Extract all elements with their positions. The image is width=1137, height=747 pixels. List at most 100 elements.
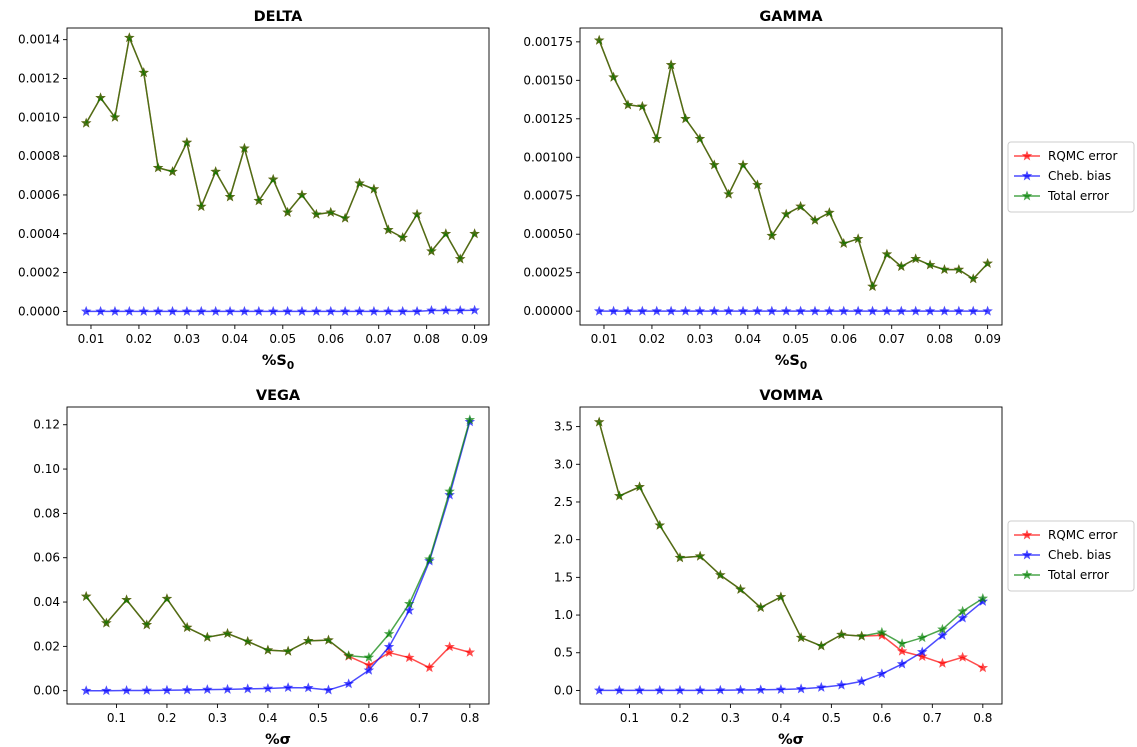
- data-point-total: [411, 208, 423, 219]
- data-point-total: [404, 598, 415, 609]
- data-point-total: [296, 189, 308, 200]
- data-point-rqmc: [444, 641, 455, 652]
- x-tick-label: 0.5: [822, 711, 841, 725]
- data-point-cheb: [141, 684, 152, 695]
- data-point-cheb: [968, 305, 979, 316]
- chart-panel-delta: 0.01 0.02 0.03 0.04 0.05 0.06 0.07 0.08 0.09 0.00…: [18, 9, 490, 372]
- data-point-cheb: [622, 305, 634, 316]
- series-line-total: [598, 421, 984, 647]
- data-point-cheb: [755, 684, 766, 695]
- data-point-total: [444, 485, 455, 496]
- data-point-rqmc: [937, 657, 948, 668]
- legend-label: Cheb. bias: [1048, 169, 1111, 183]
- data-point-rqmc: [383, 647, 395, 658]
- series-line-rqmc: [598, 40, 989, 288]
- data-point-cheb: [852, 305, 864, 316]
- data-point-cheb: [654, 684, 665, 695]
- data-point-cheb: [737, 305, 749, 316]
- legend-swatch-marker: [1021, 150, 1033, 161]
- data-point-total: [80, 117, 92, 128]
- data-point-rqmc: [876, 629, 888, 640]
- y-tick-label: 0.00175: [523, 35, 573, 49]
- data-point-total: [242, 636, 253, 646]
- x-tick-label: 0.7: [410, 711, 429, 725]
- data-point-cheb: [614, 684, 625, 695]
- data-point-total: [876, 626, 888, 637]
- data-point-total: [917, 632, 928, 643]
- data-point-cheb: [368, 305, 380, 316]
- data-point-cheb: [838, 305, 849, 316]
- series-line-total: [85, 419, 471, 659]
- data-point-cheb: [363, 664, 375, 675]
- data-point-rqmc: [424, 662, 435, 673]
- data-point-total: [608, 71, 619, 82]
- legend-label: Total error: [1047, 568, 1109, 582]
- legend-entry: Total error: [1014, 568, 1109, 582]
- data-point-total: [426, 245, 437, 256]
- data-point-total: [856, 630, 867, 641]
- y-tick-label: 0.08: [33, 506, 60, 520]
- data-point-cheb: [608, 305, 619, 316]
- data-point-total: [253, 195, 265, 206]
- data-point-total: [896, 638, 908, 649]
- x-tick-label: 0.7: [923, 711, 942, 725]
- data-point-cheb: [253, 305, 265, 316]
- data-point-total: [383, 224, 394, 235]
- data-point-cheb: [444, 489, 455, 500]
- legend-swatch-marker: [1021, 569, 1033, 580]
- x-axis-label: %σ: [265, 732, 291, 747]
- data-point-total: [852, 233, 864, 244]
- data-point-cheb: [634, 684, 645, 695]
- data-point-cheb: [694, 305, 706, 316]
- data-point-cheb: [637, 305, 648, 316]
- data-point-total: [368, 183, 380, 194]
- plot-frame: [579, 27, 1003, 326]
- data-point-cheb: [397, 305, 408, 316]
- x-tick-label: 0.02: [639, 332, 666, 346]
- data-point-total: [752, 179, 763, 190]
- data-point-cheb: [411, 305, 423, 316]
- legend-box: [1007, 520, 1135, 592]
- legend-swatch-marker: [1021, 190, 1033, 201]
- series-group: [80, 32, 480, 316]
- data-point-total: [210, 166, 221, 177]
- y-tick-label: 0.00150: [523, 73, 573, 87]
- y-tick-label: 0.00075: [523, 189, 573, 203]
- data-point-total: [440, 228, 452, 239]
- data-point-cheb: [282, 305, 293, 316]
- data-point-total: [121, 594, 132, 605]
- data-point-cheb: [121, 684, 132, 695]
- x-tick-label: 0.2: [670, 711, 689, 725]
- plot-frame: [66, 406, 490, 705]
- data-point-cheb: [939, 305, 950, 316]
- legend-swatch-marker: [1021, 529, 1033, 540]
- data-point-cheb: [876, 668, 888, 679]
- data-point-total: [977, 592, 989, 603]
- data-point-cheb: [383, 641, 395, 652]
- data-point-total: [101, 617, 112, 628]
- y-tick-label: 0.0006: [18, 188, 60, 202]
- y-tick-label: 2.0: [554, 533, 573, 547]
- data-point-cheb: [469, 304, 480, 315]
- y-tick-label: 1.5: [554, 570, 573, 584]
- data-point-cheb: [766, 305, 778, 316]
- x-tick-label: 0.01: [78, 332, 105, 346]
- data-point-cheb: [383, 305, 394, 316]
- y-tick-label: 0.0010: [18, 110, 60, 124]
- x-tick-label: 0.07: [878, 332, 905, 346]
- data-point-cheb: [343, 678, 354, 689]
- data-point-cheb: [224, 305, 236, 316]
- y-tick-label: 0.0014: [18, 33, 60, 47]
- data-point-cheb: [795, 305, 806, 316]
- data-point-total: [637, 100, 648, 111]
- data-point-total: [766, 230, 778, 241]
- data-point-cheb: [735, 684, 746, 695]
- data-point-cheb: [181, 684, 193, 695]
- data-point-total: [809, 214, 821, 225]
- x-tick-label: 0.05: [269, 332, 296, 346]
- x-tick-label: 0.05: [782, 332, 809, 346]
- data-point-total: [982, 257, 993, 268]
- x-tick-label: 0.5: [309, 711, 328, 725]
- series-line-rqmc: [598, 421, 984, 669]
- data-point-cheb: [982, 305, 993, 316]
